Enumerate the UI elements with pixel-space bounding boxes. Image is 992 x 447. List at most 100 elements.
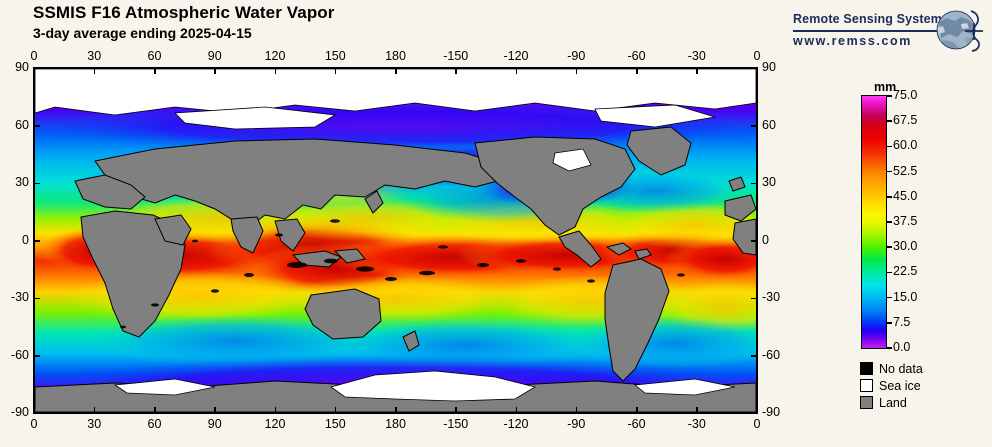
colorbar-tick-mark [886, 271, 892, 274]
x-tick-mark [696, 69, 698, 74]
y-tick-label: 60 [762, 117, 776, 132]
x-tick-mark [636, 407, 638, 412]
x-tick-mark [515, 407, 517, 412]
x-tick-label: 90 [207, 417, 222, 431]
colorbar-tick-label: 30.0 [893, 239, 918, 254]
x-tick-mark [274, 407, 276, 412]
x-tick-mark [636, 69, 638, 74]
x-tick-mark [214, 69, 216, 74]
y-tick-label: -30 [10, 290, 29, 304]
legend-label: Land [879, 395, 907, 410]
x-tick-label: 150 [324, 49, 346, 63]
legend-item-sea-ice: Sea ice [860, 377, 923, 394]
x-tick-label: -150 [443, 49, 469, 63]
x-tick-mark [395, 69, 397, 74]
y-tick-mark [35, 355, 40, 357]
colorbar-tick-mark [886, 145, 892, 148]
x-tick-label: 90 [207, 49, 222, 63]
y-tick-label: 60 [15, 117, 29, 132]
y-tick-mark [35, 240, 40, 242]
y-tick-label: 30 [15, 175, 29, 189]
colorbar-gradient[interactable] [861, 95, 887, 349]
page-title: SSMIS F16 Atmospheric Water Vapor [33, 3, 335, 22]
x-tick-mark [154, 69, 156, 74]
x-tick-mark [334, 407, 337, 412]
x-tick-mark [515, 69, 517, 74]
x-tick-label: -120 [503, 417, 529, 431]
colorbar-tick-label: 75.0 [893, 88, 918, 102]
x-tick-mark [274, 69, 276, 74]
y-tick-label: 0 [22, 232, 29, 247]
x-tick-mark [93, 69, 96, 74]
sea-ice-swatch [860, 379, 873, 392]
x-tick-mark [575, 69, 578, 74]
x-tick-mark [696, 407, 698, 412]
x-tick-label: -150 [443, 417, 469, 431]
x-tick-label: 30 [87, 49, 102, 63]
x-tick-label: 60 [147, 49, 162, 63]
page-subtitle: 3-day average ending 2025-04-15 [33, 25, 252, 41]
x-tick-mark [395, 407, 397, 412]
colorbar-tick-mark [886, 322, 892, 324]
y-tick-mark [751, 125, 756, 127]
x-tick-label: 180 [385, 417, 406, 431]
colorbar-tick-label: 15.0 [893, 289, 918, 304]
x-tick-label: 0 [753, 417, 761, 431]
y-tick-mark [751, 240, 756, 242]
colorbar-tick-label: 7.5 [893, 314, 911, 329]
y-tick-mark [35, 297, 40, 299]
x-tick-label: 30 [87, 417, 102, 431]
colorbar-tick-label: 37.5 [893, 214, 918, 228]
logo-website: www.remss.com [793, 34, 912, 48]
colorbar-tick-label: 52.5 [893, 163, 918, 178]
y-tick-label: -60 [762, 347, 781, 362]
logo-divider [793, 30, 943, 32]
colorbar-tick-mark [886, 196, 892, 198]
x-tick-label: 120 [264, 49, 286, 63]
colorbar-tick-label: 67.5 [893, 113, 918, 128]
x-tick-label: 0 [30, 417, 38, 431]
colorbar-tick-mark [886, 246, 892, 248]
x-tick-label: 0 [30, 49, 38, 63]
y-tick-label: 0 [762, 232, 769, 247]
y-tick-label: -90 [762, 405, 781, 419]
x-tick-mark [455, 407, 457, 412]
map-plot-area[interactable] [33, 67, 758, 414]
water-vapor-map [35, 69, 756, 412]
x-tick-mark [154, 407, 156, 412]
legend-item-no-data: No data [860, 360, 923, 377]
remss-logo[interactable]: Remote Sensing Systems www.remss.com [793, 10, 985, 55]
y-tick-label: 30 [762, 175, 776, 189]
colorbar-tick-label: 22.5 [893, 264, 918, 279]
x-tick-label: 180 [385, 49, 406, 63]
colorbar-tick-label: 45.0 [893, 188, 918, 203]
colorbar-tick-label: 60.0 [893, 138, 918, 153]
x-tick-mark [214, 407, 216, 412]
x-tick-label: -60 [627, 417, 646, 431]
x-tick-label: -30 [687, 417, 706, 431]
y-tick-mark [751, 297, 756, 299]
legend-label: No data [879, 361, 923, 376]
y-tick-mark [35, 182, 40, 184]
x-tick-label: -120 [503, 49, 529, 63]
globe-icon [936, 10, 983, 52]
y-tick-label: 90 [762, 60, 776, 74]
y-tick-label: -30 [762, 290, 781, 304]
x-tick-label: -30 [687, 49, 706, 63]
colorbar-tick-mark [886, 296, 892, 299]
colorbar-tick-mark [886, 347, 892, 349]
colorbar-tick-mark [886, 95, 892, 97]
x-tick-mark [334, 69, 337, 74]
no-data-swatch [860, 362, 873, 375]
colorbar-tick-mark [886, 221, 892, 223]
x-tick-label: -90 [567, 49, 586, 63]
y-tick-label: -60 [10, 347, 29, 362]
y-tick-label: 90 [15, 60, 29, 74]
colorbar-unit-label: mm [874, 80, 897, 94]
x-tick-mark [93, 407, 96, 412]
y-tick-mark [751, 182, 756, 184]
x-tick-label: -60 [627, 49, 646, 63]
map-legend: No data Sea ice Land [860, 360, 923, 411]
colorbar-tick-mark [886, 170, 892, 173]
